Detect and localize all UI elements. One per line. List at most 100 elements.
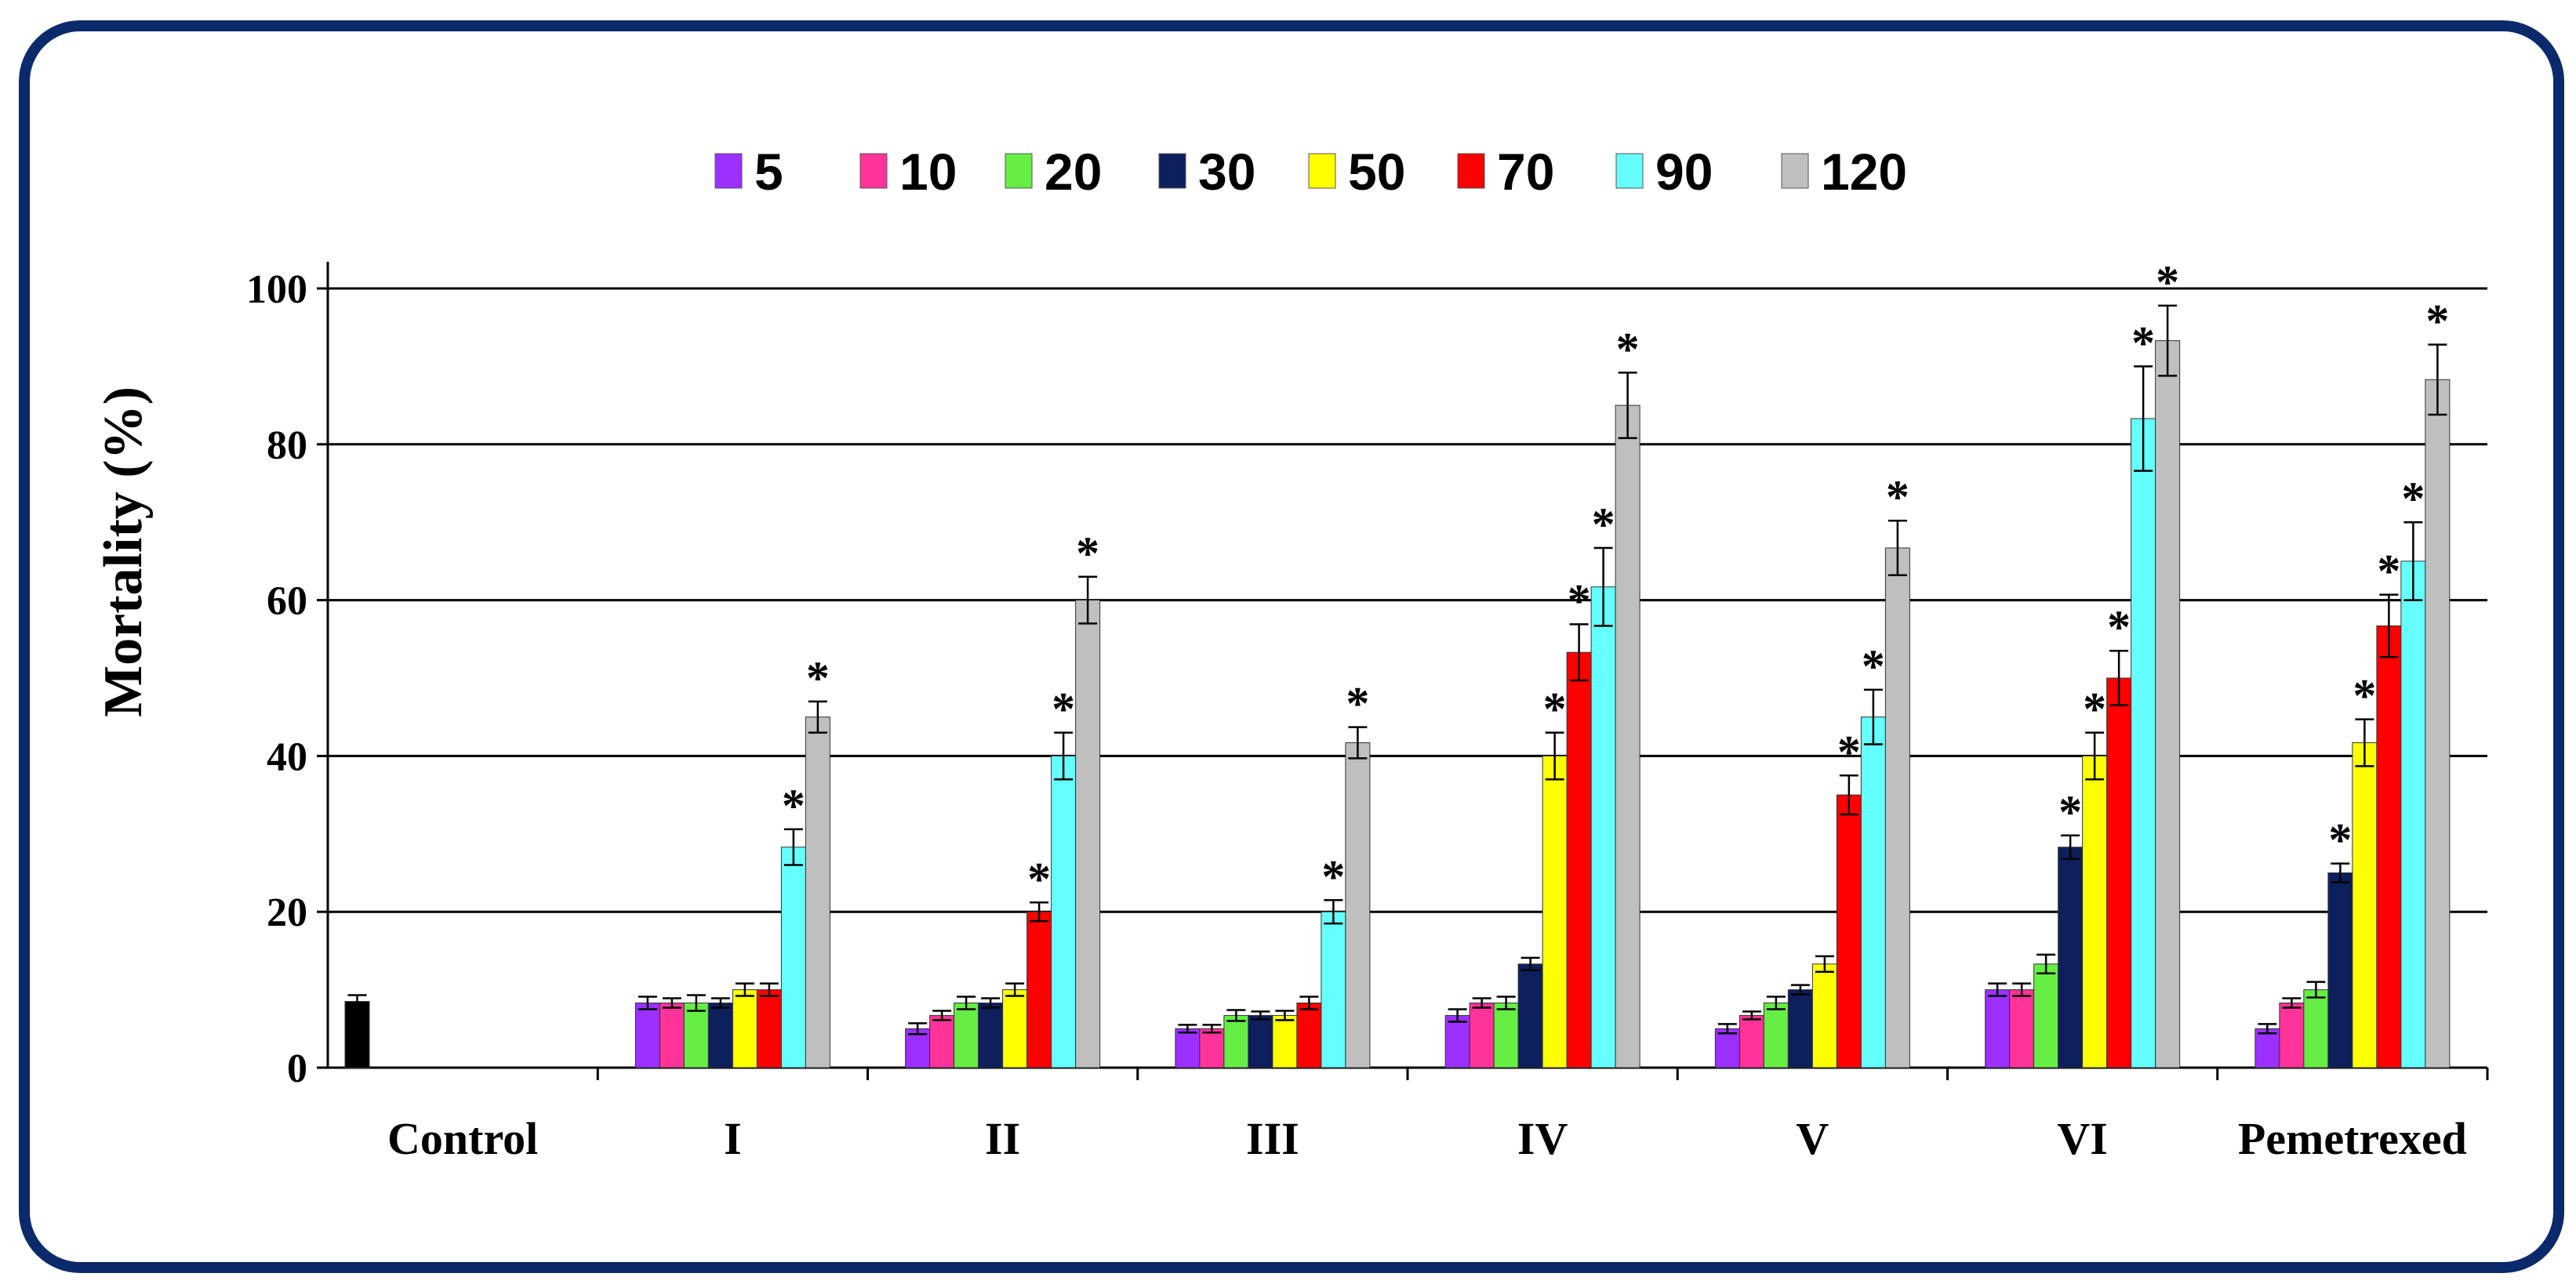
bars: ******* ***************** (344, 256, 2451, 1068)
bar-iii-5 (1175, 1028, 1201, 1068)
bar-v-10 (1739, 1014, 1764, 1068)
bar-iii-90 (1321, 911, 1346, 1068)
legend-swatch-90 (1615, 153, 1644, 189)
bar-i-30 (707, 1002, 733, 1068)
bar-vi-5 (1985, 989, 2011, 1068)
gridlines (328, 287, 2487, 913)
bar-v-90 (1860, 716, 1886, 1068)
bar-pemetrexed-90-significance: * (2401, 473, 2425, 524)
bar-i-120-significance: * (806, 652, 830, 704)
bar-iii-50 (1272, 1014, 1298, 1068)
y-tick-label-0: 0 (287, 1046, 307, 1091)
legend-label-5: 5 (754, 143, 783, 201)
legend-label-70: 70 (1497, 143, 1554, 201)
bar-pemetrexed-5 (2254, 1028, 2280, 1068)
bar-iii-120-significance: * (1346, 678, 1369, 730)
bar-pemetrexed-120-significance: * (2425, 296, 2449, 347)
legend-swatch-10 (859, 153, 888, 189)
bar-iii-90-significance: * (1321, 851, 1345, 902)
bar-i-50 (732, 989, 758, 1068)
bar-vi-70 (2106, 677, 2132, 1068)
bar-vi-90 (2131, 418, 2156, 1068)
bar-pemetrexed-50 (2352, 742, 2378, 1068)
x-tick-label-ii: II (985, 1113, 1020, 1164)
bar-v-30 (1787, 989, 1813, 1068)
bar-v-70-significance: * (1837, 726, 1861, 778)
legend-swatch-20 (1005, 153, 1033, 189)
bar-i-5 (634, 1002, 660, 1068)
bar-i-90-significance: * (782, 780, 805, 832)
legend-label-120: 120 (1821, 143, 1907, 201)
bar-iv-20 (1493, 1002, 1519, 1068)
bar-iii-70 (1296, 1002, 1322, 1068)
bar-v-20 (1763, 1002, 1789, 1068)
legend-label-10: 10 (899, 143, 957, 201)
bar-ii-10 (929, 1014, 955, 1068)
x-tick-label-i: I (724, 1113, 742, 1164)
bar-i-20 (683, 1002, 709, 1068)
bar-vi-30-significance: * (2058, 786, 2082, 838)
bar-iv-120 (1615, 404, 1640, 1068)
y-tick-label-60: 60 (267, 579, 307, 624)
bar-i-90 (780, 847, 806, 1068)
bar-vi-20 (2033, 963, 2059, 1068)
bar-control (344, 1001, 370, 1068)
legend-swatch-30 (1158, 153, 1186, 189)
legend-label-90: 90 (1655, 143, 1713, 201)
bar-v-70 (1836, 794, 1862, 1068)
bar-iv-120-significance: * (1616, 323, 1640, 375)
bar-iv-70 (1566, 651, 1592, 1068)
bar-ii-90 (1051, 755, 1077, 1068)
legend-swatch-50 (1308, 153, 1336, 189)
bar-iii-30 (1248, 1014, 1273, 1068)
bar-vi-120 (2155, 340, 2181, 1068)
bar-pemetrexed-50-significance: * (2353, 670, 2376, 722)
bar-ii-30 (978, 1002, 1004, 1068)
bar-vi-50-significance: * (2083, 684, 2106, 735)
bar-vi-90-significance: * (2131, 317, 2155, 368)
bar-v-5 (1714, 1028, 1740, 1068)
legend: 5 10 20 30 50 70 90 120 (714, 143, 1907, 201)
y-axis-label: Mortality (%) (93, 386, 154, 717)
bar-iv-70-significance: * (1568, 575, 1591, 626)
bar-vi-120-significance: * (2156, 256, 2179, 308)
x-tick-label-iii: III (1246, 1113, 1299, 1164)
bar-iv-10 (1469, 1002, 1495, 1068)
bar-pemetrexed-20 (2303, 989, 2329, 1068)
bar-i-120 (805, 716, 830, 1068)
bar-ii-70 (1026, 911, 1052, 1068)
y-tick-label-100: 100 (246, 267, 307, 312)
bar-vi-30 (2058, 847, 2084, 1068)
x-tick-label-iv: IV (1517, 1113, 1568, 1164)
bar-vi-10 (2009, 989, 2035, 1068)
bar-ii-120-significance: * (1076, 528, 1099, 579)
bar-pemetrexed-30 (2327, 872, 2353, 1068)
bar-iv-50-significance: * (1543, 684, 1567, 735)
x-tick-label-v: V (1796, 1113, 1829, 1164)
bar-iv-90 (1590, 586, 1616, 1068)
bar-i-70 (756, 989, 782, 1068)
bar-iv-5 (1444, 1014, 1470, 1068)
bar-pemetrexed-90 (2400, 560, 2426, 1068)
bar-iii-10 (1199, 1028, 1225, 1068)
bar-pemetrexed-120 (2425, 379, 2451, 1068)
legend-label-50: 50 (1348, 143, 1405, 201)
y-tick-label-80: 80 (267, 423, 307, 468)
legend-swatch-70 (1457, 153, 1485, 189)
bar-v-90-significance: * (1862, 640, 1885, 692)
y-tick-label-20: 20 (267, 890, 307, 935)
bar-v-120-significance: * (1886, 471, 1909, 523)
bar-pemetrexed-70 (2376, 625, 2402, 1068)
legend-label-20: 20 (1045, 143, 1102, 201)
bar-ii-20 (954, 1002, 979, 1068)
bar-pemetrexed-30-significance: * (2328, 814, 2352, 866)
y-tick-label-40: 40 (267, 734, 307, 779)
legend-swatch-120 (1781, 153, 1809, 189)
bar-ii-120 (1075, 600, 1101, 1068)
bar-v-120 (1884, 547, 1910, 1068)
x-tick-label-vi: VI (2057, 1113, 2107, 1164)
legend-label-30: 30 (1198, 143, 1255, 201)
bar-ii-70-significance: * (1027, 853, 1051, 905)
bar-iii-120 (1345, 742, 1371, 1068)
